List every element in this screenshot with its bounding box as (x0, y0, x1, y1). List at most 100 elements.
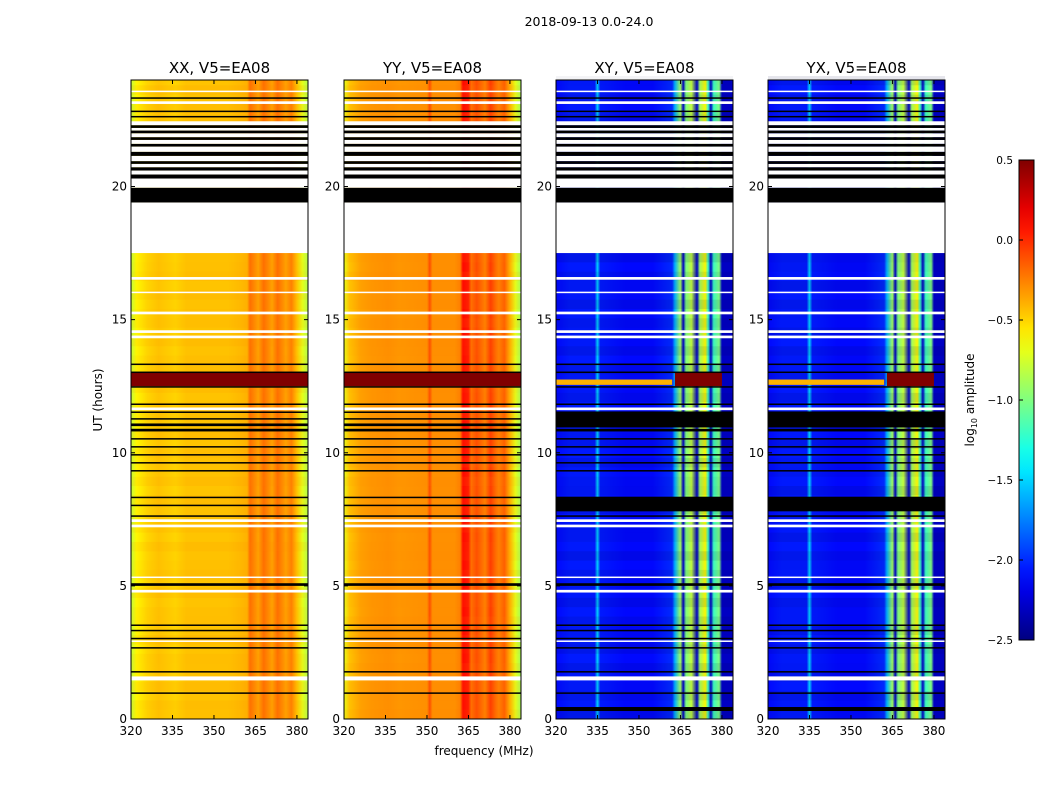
flagged-row-black (768, 386, 945, 388)
flagged-row-black (344, 624, 521, 626)
flagged-row-white (131, 146, 308, 152)
heatmap-row (344, 299, 521, 309)
flagged-row-white (556, 163, 733, 168)
flagged-row-black (131, 161, 308, 164)
heatmap-row (556, 374, 733, 384)
heatmap-row (556, 430, 733, 440)
flagged-row-black (131, 647, 308, 649)
y-tick-label: 10 (749, 446, 764, 460)
flagged-row-black (131, 363, 308, 366)
flagged-row-black (556, 515, 733, 517)
y-tick-label: 5 (544, 579, 552, 593)
x-tick-label: 380 (922, 724, 945, 738)
flagged-row-black (768, 624, 945, 626)
heatmap-row (344, 691, 521, 701)
flagged-row-white (344, 335, 521, 339)
flagged-row-white (768, 277, 945, 280)
x-tick-label: 320 (120, 724, 143, 738)
heatmap-row (556, 346, 733, 356)
flagged-row-black (556, 438, 733, 440)
flagged-row-white (556, 178, 733, 188)
flagged-row-white (556, 146, 733, 152)
heatmap-row (556, 709, 733, 719)
flagged-row-black (131, 151, 308, 156)
flagged-row-black (768, 161, 945, 164)
flagged-row-white (344, 277, 521, 280)
heatmap-row (768, 486, 945, 496)
flagged-row-black (131, 167, 308, 171)
flagged-row-white (556, 589, 733, 593)
flagged-row-white (768, 576, 945, 579)
flagged-row-black (131, 446, 308, 448)
flagged-row-black (344, 692, 521, 694)
flagged-row-white (344, 178, 521, 188)
heatmap-row (768, 85, 945, 94)
heatmap-row (768, 439, 945, 449)
flagged-row-white (131, 170, 308, 175)
flagged-row-black (556, 647, 733, 649)
flagged-row-black (131, 174, 308, 179)
y-tick-label: 0 (332, 712, 340, 726)
heatmap-row (556, 76, 733, 86)
heatmap-row (344, 476, 521, 487)
heatmap-row (131, 700, 308, 710)
flagged-row-black (556, 386, 733, 388)
flagged-row-white (344, 311, 521, 315)
heatmap-row (768, 663, 945, 673)
flagged-row-white (344, 121, 521, 126)
y-tick-label: 0 (756, 712, 764, 726)
flagged-row-black (344, 629, 521, 632)
heatmap-row (344, 448, 521, 459)
flagged-row-black (556, 161, 733, 164)
flagged-row-white (768, 163, 945, 168)
flagged-row-white (556, 576, 733, 579)
flagged-row-black (344, 411, 521, 413)
x-tick-label: 350 (628, 724, 651, 738)
heatmap-row (344, 430, 521, 440)
flagged-row-white (131, 640, 308, 642)
heatmap-row (344, 336, 521, 347)
flagged-row-white (768, 676, 945, 681)
rfi-band (556, 379, 673, 385)
flagged-row-black (344, 371, 521, 374)
flagged-row-black (131, 671, 308, 673)
flagged-row-white (556, 640, 733, 642)
heatmap-row (344, 681, 521, 692)
x-tick-label: 365 (244, 724, 267, 738)
panel-xx: XX, V5=EA08 320 335 350 365 380 0 5 10 15 20 (112, 59, 309, 738)
rfi-band (344, 372, 521, 387)
heatmap-row (556, 85, 733, 94)
heatmap-row (556, 542, 733, 551)
flagged-row-black (344, 363, 521, 366)
flagged-row-black (556, 403, 733, 405)
flagged-row-white (344, 589, 521, 593)
heatmap-row (556, 113, 733, 123)
heatmap-row (131, 448, 308, 459)
flagged-row-black (556, 671, 733, 673)
heatmap-row (556, 356, 733, 365)
heatmap-row (131, 355, 308, 365)
heatmap-row (556, 561, 733, 570)
flagged-row-black (131, 97, 308, 99)
heatmap-row (556, 523, 733, 533)
y-tick-label: 15 (537, 313, 552, 327)
x-tick-label: 365 (669, 724, 692, 738)
flagged-row-black (131, 629, 308, 632)
heatmap-row (556, 281, 733, 291)
flagged-row-black (131, 428, 308, 432)
flagged-row-white (556, 311, 733, 315)
figure-title: 2018-09-13 0.0-24.0 (525, 14, 654, 29)
heatmap-row (768, 76, 945, 86)
heatmap-row (131, 663, 308, 673)
flagged-row-white (131, 163, 308, 168)
heatmap-row (556, 607, 733, 616)
heatmap-row (131, 467, 308, 476)
heatmap-row (131, 113, 308, 123)
flagged-row-white (768, 311, 945, 315)
flagged-row-white (344, 407, 521, 411)
flagged-row-black (344, 637, 521, 640)
heatmap-row (344, 94, 521, 104)
flagged-row-black (556, 187, 733, 203)
flagged-row-black (131, 583, 308, 586)
heatmap-row (131, 551, 308, 560)
